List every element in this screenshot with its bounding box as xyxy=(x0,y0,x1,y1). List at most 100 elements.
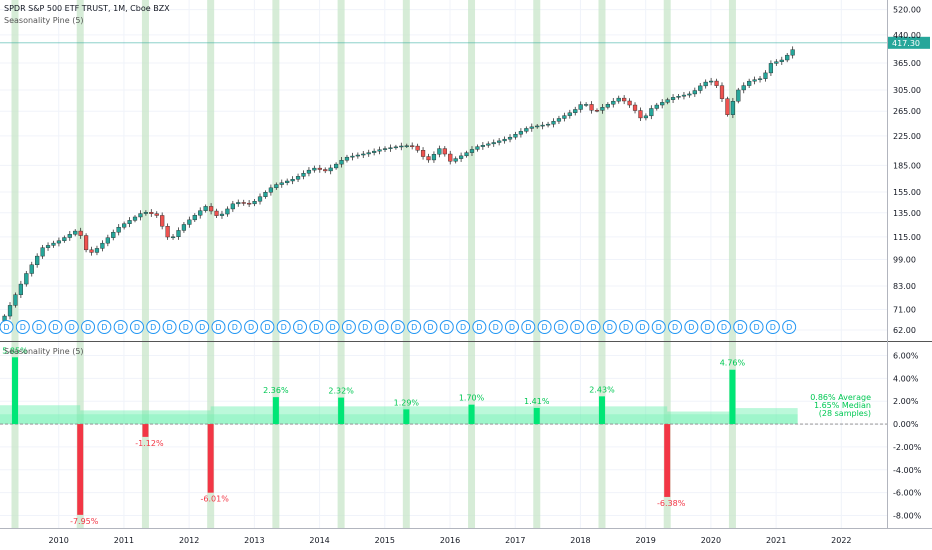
average-label: 0.86% Average xyxy=(810,393,871,402)
candle xyxy=(170,236,176,239)
seasonality-area xyxy=(667,411,733,425)
dividend-marker-icon xyxy=(521,320,536,334)
seasonality-area xyxy=(210,406,668,425)
candle xyxy=(600,107,605,111)
candle xyxy=(236,202,241,205)
candle xyxy=(334,163,339,169)
dividend-marker-label: D xyxy=(427,323,433,332)
dividend-marker-icon xyxy=(586,320,601,334)
candle xyxy=(709,80,714,83)
candle xyxy=(747,80,752,86)
candle xyxy=(459,155,464,159)
percent-axis-tick: 2.00% xyxy=(893,397,919,406)
candle xyxy=(567,112,572,116)
dividend-marker-icon xyxy=(341,320,356,334)
dividend-marker-label: D xyxy=(69,323,75,332)
candle xyxy=(203,206,208,211)
candle xyxy=(632,104,638,111)
dividend-marker-icon xyxy=(244,320,259,334)
candle xyxy=(752,79,757,82)
dividend-marker-label: D xyxy=(444,323,450,332)
dividend-marker-label: D xyxy=(525,323,531,332)
seasonal-month-band xyxy=(76,0,84,528)
dividend-marker-icon xyxy=(390,320,405,334)
candle xyxy=(475,146,480,150)
dividend-marker-label: D xyxy=(411,323,417,332)
candle xyxy=(529,126,534,129)
candle xyxy=(181,224,187,231)
candle xyxy=(350,155,355,158)
time-axis-tick: 2018 xyxy=(570,536,590,545)
candle xyxy=(40,247,45,257)
last-price-label: 417.30 xyxy=(892,39,920,48)
candle xyxy=(257,196,263,202)
dividend-marker-label: D xyxy=(672,323,678,332)
candle xyxy=(13,294,18,306)
seasonality-bar-label: 2.43% xyxy=(589,385,615,394)
indicator-legend[interactable]: Seasonality Pine (5) xyxy=(4,16,84,25)
dividend-marker-icon xyxy=(439,320,454,334)
dividend-marker-label: D xyxy=(330,323,336,332)
candle xyxy=(779,59,784,62)
candle xyxy=(328,167,333,172)
candle xyxy=(540,124,545,127)
time-axis-tick: 2017 xyxy=(505,536,525,545)
candle xyxy=(687,93,692,96)
candle xyxy=(502,138,507,142)
candle xyxy=(198,210,203,216)
dividend-marker-label: D xyxy=(118,323,124,332)
dividend-marker-label: D xyxy=(3,323,9,332)
time-axis-tick: 2020 xyxy=(701,536,721,545)
dividend-marker-icon xyxy=(374,320,389,334)
seasonal-month-band xyxy=(272,0,280,528)
candle xyxy=(649,108,654,117)
candle xyxy=(497,140,502,143)
dividend-marker-icon xyxy=(635,320,650,334)
candle xyxy=(584,104,589,106)
candle xyxy=(518,131,523,135)
dividend-marker-label: D xyxy=(313,323,319,332)
candle xyxy=(187,219,192,225)
seasonality-bar xyxy=(729,369,736,425)
dividend-marker-icon xyxy=(178,320,193,334)
dividend-marker-label: D xyxy=(199,323,205,332)
candle xyxy=(268,187,273,193)
candle xyxy=(420,150,426,157)
seasonality-bar xyxy=(142,424,149,437)
candle xyxy=(513,134,518,138)
dividend-marker-icon xyxy=(358,320,373,334)
dividend-marker-icon xyxy=(113,320,128,334)
candle xyxy=(285,180,290,183)
candle xyxy=(317,167,322,170)
candle xyxy=(426,156,431,161)
price-axis-tick: 83.00 xyxy=(893,282,916,291)
candle xyxy=(355,154,360,157)
candle xyxy=(665,99,670,103)
candle xyxy=(589,104,594,111)
dividend-marker-icon xyxy=(537,320,552,334)
candle xyxy=(219,213,225,216)
dividend-marker-label: D xyxy=(20,323,26,332)
seasonality-bar-label: 1.70% xyxy=(459,394,485,403)
dividend-marker-icon xyxy=(668,320,683,334)
symbol-title[interactable]: SPDR S&P 500 ETF TRUST, 1M, Cboe BZX xyxy=(4,4,170,13)
dividend-marker-icon xyxy=(64,320,79,334)
indicator-pane-legend[interactable]: Seasonality Pine (5) xyxy=(4,347,84,356)
last-price-tag xyxy=(888,36,930,49)
seasonality-bar-label: 1.41% xyxy=(524,397,550,406)
candle xyxy=(274,184,279,189)
samples-label: (28 samples) xyxy=(819,409,871,418)
candle xyxy=(692,90,697,95)
dividend-marker-icon xyxy=(700,320,715,334)
price-axis-tick: 115.00 xyxy=(893,233,921,242)
candle xyxy=(562,115,567,119)
candle xyxy=(339,160,344,165)
candle xyxy=(491,142,496,145)
candle xyxy=(399,145,404,148)
price-axis-tick: 62.00 xyxy=(893,326,916,335)
dividend-marker-label: D xyxy=(460,323,466,332)
seasonality-bar xyxy=(77,424,84,515)
candle xyxy=(122,223,127,228)
candle xyxy=(480,145,485,147)
